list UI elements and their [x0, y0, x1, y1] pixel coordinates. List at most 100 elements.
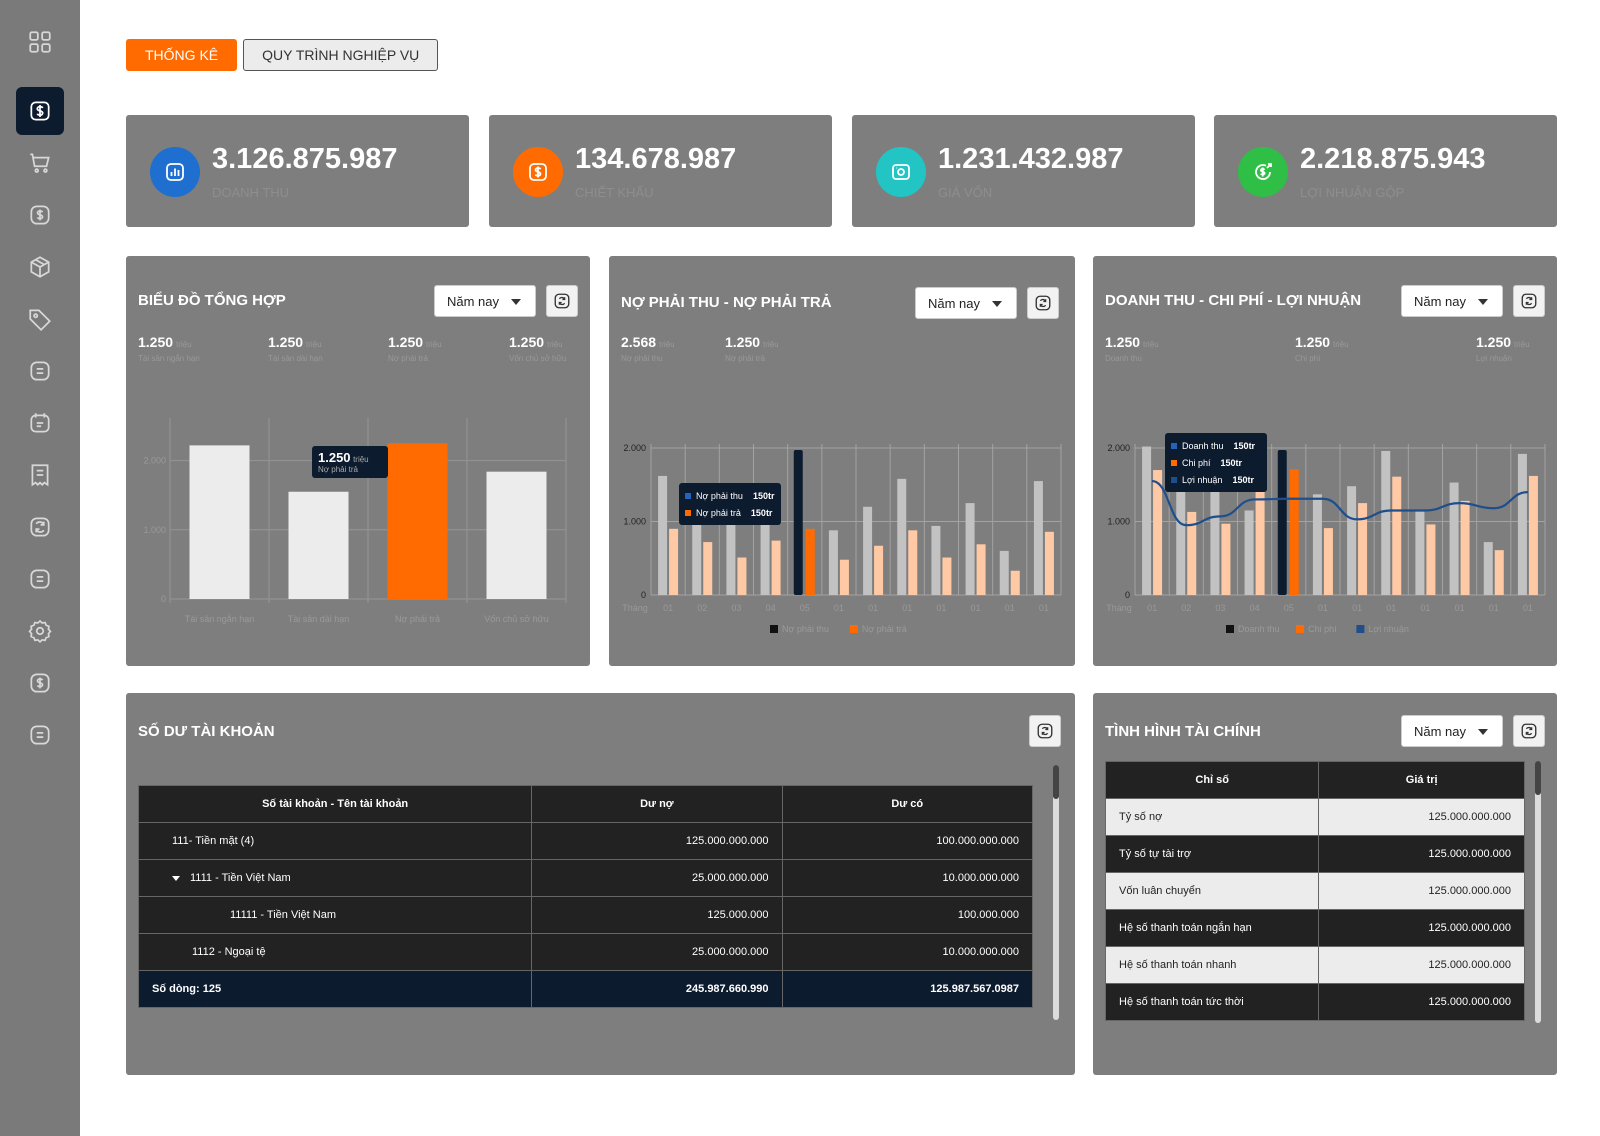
y-tick-label: 1.000	[143, 525, 166, 535]
refresh-icon	[1037, 723, 1053, 739]
y-tick-label: 0	[1125, 590, 1130, 600]
scrollbar[interactable]	[1535, 761, 1541, 1023]
document-icon[interactable]	[16, 347, 64, 395]
stat-unit: triệu	[1514, 340, 1530, 349]
table-row[interactable]: Hệ số thanh toán tức thời 125.000.000.000	[1104, 983, 1525, 1021]
bar	[1221, 523, 1231, 595]
dollar-icon[interactable]	[16, 87, 64, 135]
x-tick-label: 01	[1039, 603, 1049, 613]
x-tick-label: 01	[1352, 603, 1362, 613]
refresh-button[interactable]	[546, 285, 578, 317]
tooltip-value: 150tr	[750, 507, 773, 518]
coin-icon[interactable]	[16, 191, 64, 239]
receipt-icon[interactable]	[16, 451, 64, 499]
bar	[1494, 550, 1504, 595]
total-credit: 125.987.567.0987	[781, 970, 1033, 1008]
stat-equity: 1.250 triệu Vốn chủ sở hữu	[509, 334, 566, 363]
x-tick-label: 03	[731, 603, 741, 613]
refresh-button[interactable]	[1513, 715, 1545, 747]
stat-expenses: 1.250 triệu Chi phí	[1295, 334, 1349, 363]
tooltip-row: Chi phí 150tr	[1171, 454, 1261, 471]
stat-value: 1.250	[138, 334, 174, 350]
period-dropdown[interactable]: Năm nay	[915, 287, 1017, 319]
legend-swatch	[849, 625, 858, 633]
list-icon[interactable]	[16, 555, 64, 603]
table-row[interactable]: Tỷ số nợ 125.000.000.000	[1104, 798, 1525, 836]
scrollbar[interactable]	[1053, 765, 1059, 1020]
bar	[387, 443, 448, 599]
x-tick-label: 04	[766, 603, 776, 613]
period-dropdown[interactable]: Năm nay	[1401, 285, 1503, 317]
money-icon[interactable]	[16, 659, 64, 707]
x-tick-label: 01	[834, 603, 844, 613]
box-icon[interactable]	[16, 243, 64, 291]
kpi-card-revenue: 3.126.875.987 DOANH THU	[126, 115, 469, 227]
column-header[interactable]: Số tài khoản - Tên tài khoản	[137, 785, 533, 823]
table-row[interactable]: Hệ số thanh toán ngắn hạn 125.000.000.000	[1104, 909, 1525, 947]
indicator-name: Tỷ số tự tài trợ	[1104, 835, 1320, 873]
bar	[1289, 469, 1299, 595]
bar	[760, 517, 770, 595]
table-row[interactable]: 1112 - Ngoại tệ 25.000.000.000 10.000.00…	[137, 933, 1033, 971]
refresh-icon	[1521, 723, 1537, 739]
table-row[interactable]: 111- Tiền mặt (4) 125.000.000.000 100.00…	[137, 822, 1033, 860]
series-line	[1151, 479, 1529, 527]
stat-label: Nợ phải trả	[725, 354, 765, 363]
column-header[interactable]: Chỉ số	[1104, 761, 1320, 799]
x-tick-label: 05	[1284, 603, 1294, 613]
account-name: 1111 - Tiền Việt Nam	[190, 872, 291, 884]
grid-icon[interactable]	[16, 18, 64, 66]
kpi-value: 1.231.432.987	[938, 143, 1124, 175]
bar	[658, 475, 668, 595]
settings-icon[interactable]	[16, 607, 64, 655]
period-dropdown[interactable]: Năm nay	[1401, 715, 1503, 747]
period-dropdown[interactable]: Năm nay	[434, 285, 536, 317]
y-tick-label: 2.000	[1107, 443, 1130, 453]
bar	[1528, 475, 1538, 595]
sync-icon[interactable]	[16, 503, 64, 551]
bar	[1187, 511, 1197, 595]
table-row[interactable]: Hệ số thanh toán nhanh 125.000.000.000	[1104, 946, 1525, 984]
scrollbar-thumb[interactable]	[1535, 761, 1541, 795]
kpi-value: 2.218.875.943	[1300, 143, 1486, 175]
account-name-cell: 1111 - Tiền Việt Nam	[137, 859, 533, 897]
column-header[interactable]: Giá trị	[1318, 761, 1525, 799]
calendar-icon[interactable]	[16, 399, 64, 447]
table-row[interactable]: 1111 - Tiền Việt Nam 25.000.000.000 10.0…	[137, 859, 1033, 897]
legend-swatch	[1226, 625, 1234, 633]
chart-icon	[150, 147, 200, 197]
x-tick-label: 01	[1147, 603, 1157, 613]
column-header[interactable]: Dư nợ	[531, 785, 783, 823]
summary-chart-panel: BIỂU ĐỒ TỔNG HỢP Năm nay 1.250 triệu Tài s…	[126, 256, 590, 666]
refresh-button[interactable]	[1513, 285, 1545, 317]
table-row[interactable]: Tỷ số tự tài trợ 125.000.000.000	[1104, 835, 1525, 873]
table-row[interactable]: 11111 - Tiền Việt Nam 125.000.000 100.00…	[137, 896, 1033, 934]
x-tick-label: 01	[1523, 603, 1533, 613]
indicator-name: Vốn luân chuyển	[1104, 872, 1320, 910]
file-icon[interactable]	[16, 711, 64, 759]
tab-statistics[interactable]: THỐNG KÊ	[126, 39, 238, 71]
refresh-icon	[554, 293, 570, 309]
table-row[interactable]: Vốn luân chuyển 125.000.000.000	[1104, 872, 1525, 910]
stat-unit: triệu	[547, 340, 563, 349]
bar	[999, 550, 1009, 595]
tab-business-process[interactable]: QUY TRÌNH NGHIỆP VỤ	[243, 39, 439, 71]
x-tick-label: 01	[1005, 603, 1015, 613]
scrollbar-thumb[interactable]	[1053, 765, 1059, 799]
refresh-button[interactable]	[1029, 715, 1061, 747]
bar	[805, 528, 815, 595]
y-tick-label: 2.000	[623, 443, 646, 453]
expand-caret-icon[interactable]	[172, 875, 180, 881]
kpi-card-gross-profit: 2.218.875.943 LỢI NHUẬN GỘP	[1214, 115, 1557, 227]
table-header-row: Chỉ số Giá trị	[1104, 761, 1525, 799]
refresh-button[interactable]	[1027, 287, 1059, 319]
tooltip-label: Lợi nhuận	[1182, 474, 1223, 485]
x-tick-label: 01	[663, 603, 673, 613]
profit-icon	[1238, 147, 1288, 197]
tag-icon[interactable]	[16, 295, 64, 343]
bar	[1517, 453, 1527, 595]
cart-icon[interactable]	[16, 139, 64, 187]
column-header[interactable]: Dư có	[781, 785, 1033, 823]
indicator-name: Hệ số thanh toán ngắn hạn	[1104, 909, 1320, 947]
bar	[1426, 524, 1436, 595]
